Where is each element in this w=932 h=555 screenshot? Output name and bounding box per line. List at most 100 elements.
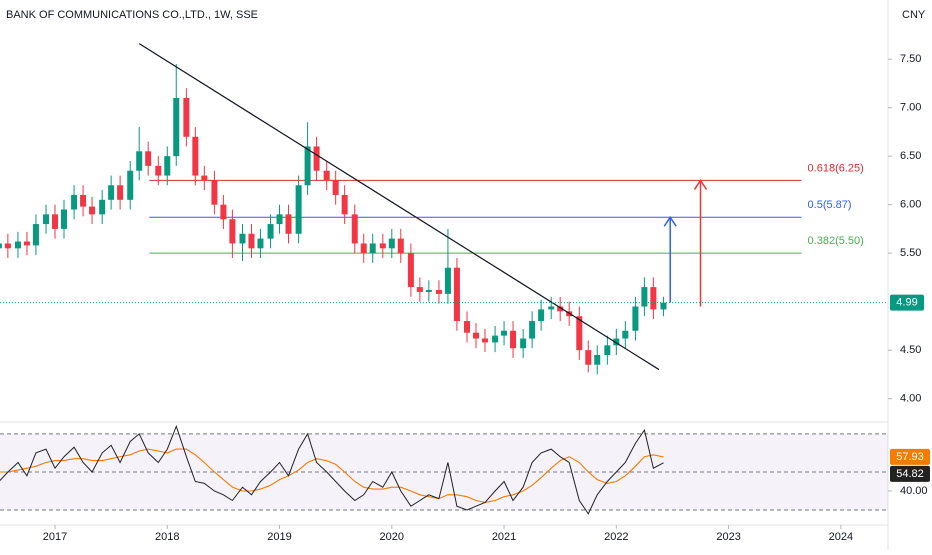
candle-body bbox=[136, 151, 143, 171]
candle-body bbox=[520, 338, 527, 349]
rsi-line bbox=[0, 424, 664, 515]
value-tag-label: 54.82 bbox=[896, 468, 924, 480]
candle-body bbox=[501, 330, 508, 336]
candle-body bbox=[416, 287, 423, 292]
y-tick-label: 6.00 bbox=[900, 199, 921, 211]
candle-body bbox=[229, 219, 236, 244]
candle-body bbox=[257, 238, 264, 249]
candle-body bbox=[557, 306, 564, 312]
candle-body bbox=[192, 136, 199, 176]
candle-body bbox=[276, 214, 283, 225]
candle-body bbox=[211, 180, 218, 205]
candle-body bbox=[4, 243, 11, 249]
candle-body bbox=[99, 199, 106, 215]
candle-body bbox=[464, 321, 471, 333]
currency: CNY bbox=[902, 9, 926, 21]
candle-body bbox=[622, 330, 629, 339]
candle-body bbox=[369, 243, 376, 254]
arrow-head bbox=[663, 215, 677, 227]
y-tick-label: 7.00 bbox=[900, 102, 921, 114]
rsi-line bbox=[0, 448, 664, 503]
candle-body bbox=[576, 316, 583, 351]
x-tick-label: 2018 bbox=[155, 531, 179, 543]
candle-body bbox=[117, 185, 124, 200]
candle-body bbox=[388, 238, 395, 249]
candle-body bbox=[23, 241, 30, 246]
candle-body bbox=[183, 97, 190, 137]
fib-label: 0.5(5.87) bbox=[808, 199, 852, 211]
candle-body bbox=[285, 214, 292, 234]
candle-body bbox=[407, 253, 414, 288]
candle-body bbox=[425, 290, 432, 292]
trendline bbox=[138, 43, 660, 371]
candle-body bbox=[472, 332, 479, 339]
candle-body bbox=[632, 306, 639, 331]
chart-title: BANK OF COMMUNICATIONS CO.,LTD., 1W, SSE bbox=[6, 9, 258, 21]
candle-body bbox=[173, 97, 180, 157]
candle-body bbox=[510, 330, 517, 349]
x-tick-label: 2023 bbox=[716, 531, 740, 543]
candle-body bbox=[108, 185, 115, 200]
candle-body bbox=[435, 290, 442, 294]
fib-label: 0.618(6.25) bbox=[808, 162, 864, 174]
value-tag bbox=[890, 465, 930, 482]
candle-body bbox=[127, 170, 134, 200]
x-tick-label: 2024 bbox=[829, 531, 853, 543]
arrow-head bbox=[693, 179, 708, 190]
candle-body bbox=[71, 194, 78, 210]
candle-body bbox=[604, 345, 611, 356]
candle-body bbox=[313, 146, 320, 171]
candle-body bbox=[529, 321, 536, 339]
candle-body bbox=[613, 338, 620, 346]
candle-body bbox=[80, 194, 87, 207]
candle-body bbox=[341, 194, 348, 215]
candle-body bbox=[323, 170, 330, 181]
value-tag bbox=[890, 448, 930, 465]
y-tick-label: 7.50 bbox=[900, 53, 921, 65]
candle-body bbox=[379, 243, 386, 249]
candle-body bbox=[14, 241, 21, 249]
x-tick-label: 2019 bbox=[267, 531, 291, 543]
x-tick-label: 2022 bbox=[604, 531, 628, 543]
candle-body bbox=[239, 233, 246, 244]
fib-label: 0.382(5.50) bbox=[808, 235, 864, 247]
value-tag-label: 57.93 bbox=[896, 451, 924, 463]
candle-body bbox=[351, 214, 358, 244]
candle-body bbox=[155, 165, 162, 176]
y-tick-label: 6.50 bbox=[900, 150, 921, 162]
candle-body bbox=[585, 350, 592, 365]
candle-body bbox=[52, 214, 59, 229]
candle-body bbox=[304, 146, 311, 186]
candle-body bbox=[295, 185, 302, 234]
candle-body bbox=[641, 287, 648, 307]
x-tick-label: 2017 bbox=[43, 531, 67, 543]
candle-body bbox=[453, 267, 460, 322]
candle-body bbox=[201, 175, 208, 181]
x-tick-label: 2020 bbox=[380, 531, 404, 543]
candle-body bbox=[594, 355, 601, 365]
y-tick-label: 5.50 bbox=[900, 247, 921, 259]
candle-body bbox=[267, 224, 274, 239]
candle-body bbox=[145, 151, 152, 166]
candle-body bbox=[248, 233, 255, 249]
candle-body bbox=[481, 338, 488, 343]
candle-body bbox=[0, 243, 2, 249]
candle-body bbox=[332, 180, 339, 195]
candle-body bbox=[60, 209, 67, 229]
candle-body bbox=[360, 243, 367, 254]
y-tick-label: 40.00 bbox=[900, 485, 928, 497]
candle-body bbox=[32, 224, 39, 246]
candle-body bbox=[164, 156, 171, 176]
candle-body bbox=[220, 204, 227, 220]
price-tag bbox=[890, 294, 924, 311]
candle-body bbox=[397, 238, 404, 254]
candle-body bbox=[43, 214, 50, 225]
candle-body bbox=[89, 206, 96, 215]
candle-body bbox=[660, 302, 667, 310]
y-tick-label: 4.50 bbox=[900, 344, 921, 356]
candle-body bbox=[548, 306, 555, 310]
y-tick-label: 4.00 bbox=[900, 393, 921, 405]
candle-body bbox=[538, 309, 545, 322]
x-tick-label: 2021 bbox=[492, 531, 516, 543]
